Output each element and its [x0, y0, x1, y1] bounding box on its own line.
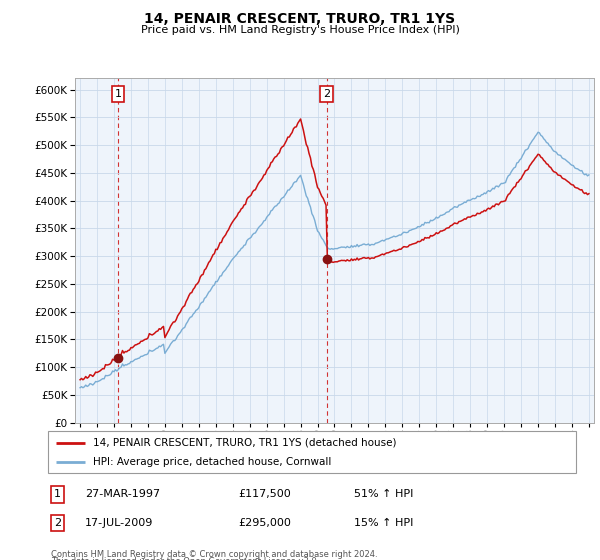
Text: Price paid vs. HM Land Registry's House Price Index (HPI): Price paid vs. HM Land Registry's House …: [140, 25, 460, 35]
Text: HPI: Average price, detached house, Cornwall: HPI: Average price, detached house, Corn…: [93, 457, 331, 467]
Text: 27-MAR-1997: 27-MAR-1997: [85, 489, 160, 500]
Text: 17-JUL-2009: 17-JUL-2009: [85, 518, 154, 528]
Text: 2: 2: [323, 89, 330, 99]
Text: 14, PENAIR CRESCENT, TRURO, TR1 1YS (detached house): 14, PENAIR CRESCENT, TRURO, TR1 1YS (det…: [93, 437, 397, 447]
Text: This data is licensed under the Open Government Licence v3.0.: This data is licensed under the Open Gov…: [51, 557, 319, 560]
Text: £117,500: £117,500: [238, 489, 291, 500]
Text: 15% ↑ HPI: 15% ↑ HPI: [354, 518, 413, 528]
Text: 1: 1: [54, 489, 61, 500]
Text: 14, PENAIR CRESCENT, TRURO, TR1 1YS: 14, PENAIR CRESCENT, TRURO, TR1 1YS: [145, 12, 455, 26]
Text: Contains HM Land Registry data © Crown copyright and database right 2024.: Contains HM Land Registry data © Crown c…: [51, 550, 377, 559]
FancyBboxPatch shape: [48, 431, 576, 473]
Text: £295,000: £295,000: [238, 518, 291, 528]
Text: 2: 2: [54, 518, 61, 528]
Text: 51% ↑ HPI: 51% ↑ HPI: [354, 489, 413, 500]
Text: 1: 1: [115, 89, 121, 99]
